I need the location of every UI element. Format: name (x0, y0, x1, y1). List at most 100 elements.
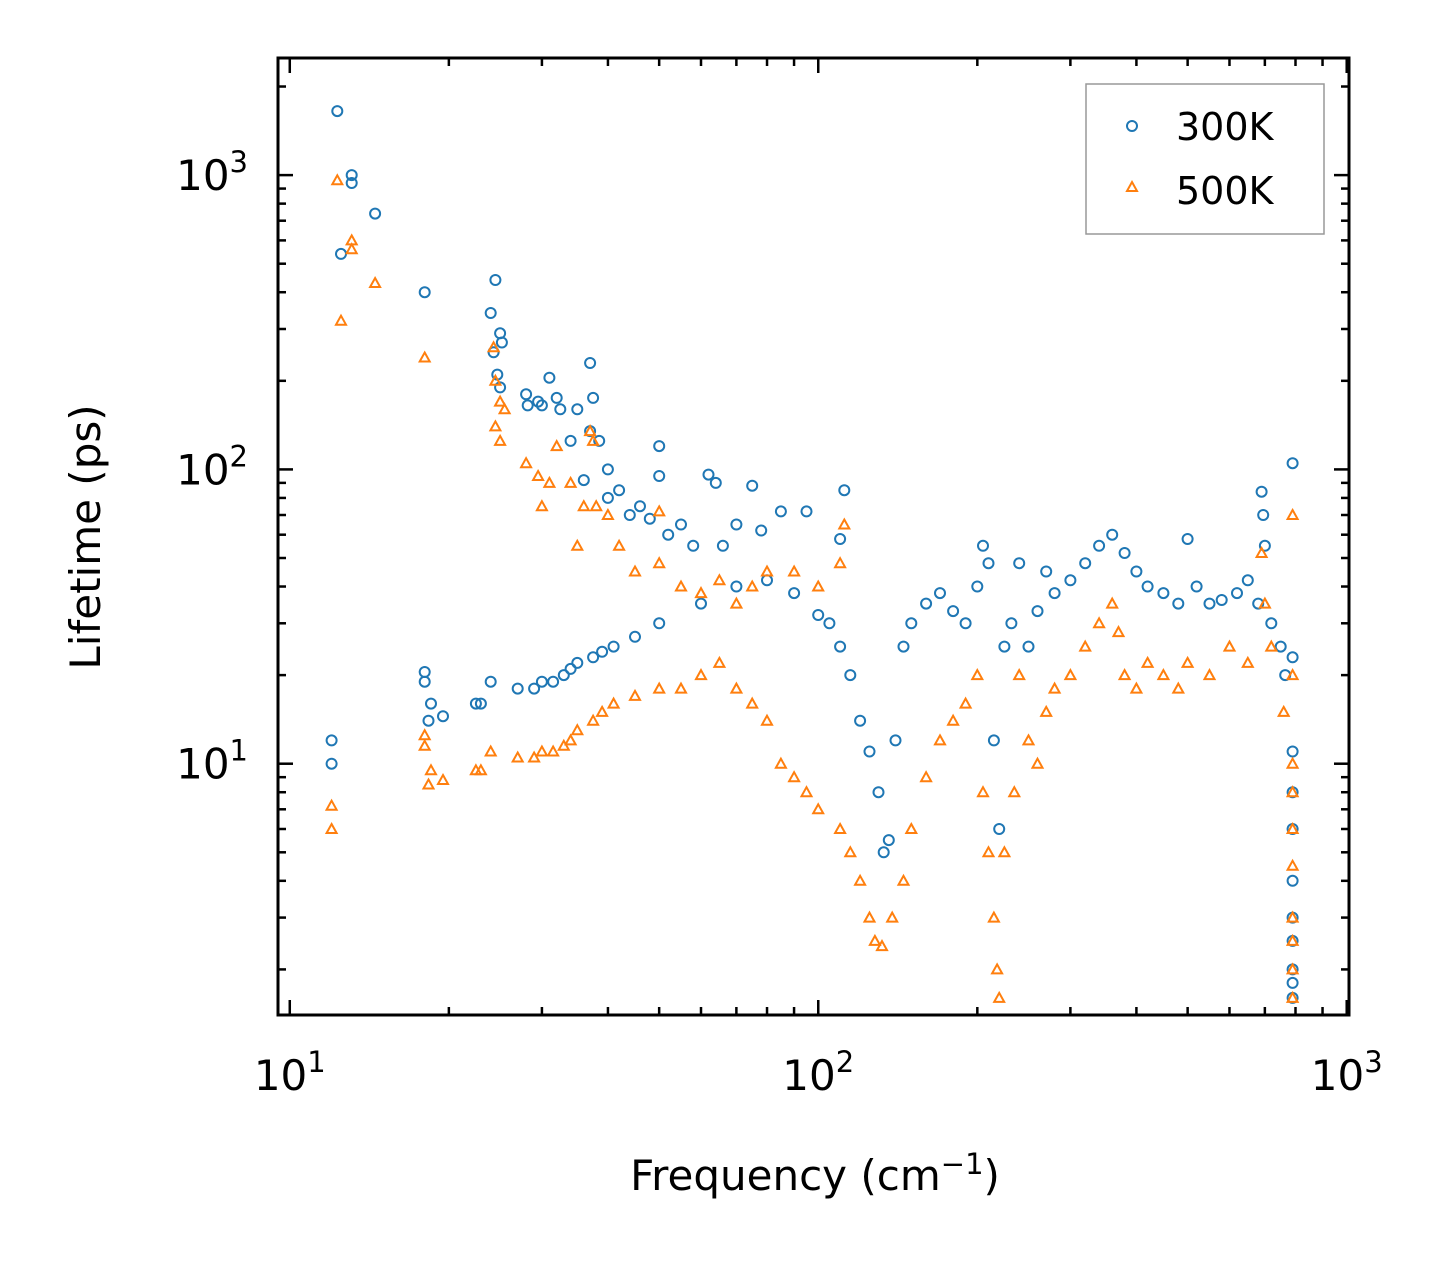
data-point-300k (331, 105, 344, 118)
data-point-300k (653, 440, 666, 453)
series-300k (325, 105, 1299, 1004)
data-point-500k (368, 275, 382, 288)
data-point-300k (834, 533, 847, 545)
legend: 300K 500K (1085, 83, 1325, 235)
data-point-300k (1257, 509, 1270, 521)
data-point-500k (745, 579, 759, 592)
plot-points (324, 105, 1300, 1004)
data-point-300k (1286, 874, 1299, 887)
data-point-300k (730, 580, 743, 593)
data-point-300k (838, 484, 851, 497)
data-point-300k (607, 640, 620, 653)
data-point-300k (1255, 485, 1268, 498)
data-point-500k (1180, 655, 1195, 668)
data-point-300k (947, 605, 960, 618)
data-point-500k (976, 785, 990, 798)
data-point-300k (1203, 597, 1216, 610)
data-point-300k (577, 474, 590, 487)
data-point-500k (799, 785, 814, 798)
data-point-500k (729, 681, 744, 694)
data-point-300k (601, 491, 614, 504)
data-point-500k (674, 681, 688, 694)
data-point-300k (905, 617, 918, 630)
data-point-500k (674, 579, 688, 592)
data-point-500k (729, 596, 744, 609)
data-point-500k (1111, 625, 1126, 638)
data-point-500k (862, 910, 877, 923)
data-point-300k (425, 697, 437, 710)
data-point-300k (643, 512, 656, 525)
data-point-500k (586, 713, 600, 726)
data-point-500k (1030, 756, 1045, 769)
data-point-500k (535, 744, 549, 757)
data-point-500k (875, 939, 889, 952)
data-point-300k (623, 509, 636, 521)
data-point-500k (324, 821, 339, 834)
data-point-300k (422, 714, 435, 727)
data-point-500k (694, 668, 708, 681)
data-point-500k (990, 962, 1004, 975)
data-point-300k (1265, 617, 1278, 630)
data-point-500k (334, 313, 348, 326)
data-point-500k (760, 713, 774, 726)
data-point-300k (1141, 580, 1154, 593)
data-point-500k (652, 681, 666, 694)
data-point-300k (571, 656, 584, 669)
data-point-500k (1063, 668, 1078, 681)
data-point-500k (896, 873, 911, 886)
data-point-500k (418, 350, 432, 363)
data-point-300k (1231, 587, 1243, 600)
data-point-300k (550, 391, 563, 404)
data-point-300k (1064, 574, 1077, 587)
data-point-500k (519, 456, 533, 469)
data-point-300k (675, 518, 687, 531)
data-point-500k (531, 468, 545, 481)
data-point-300k (596, 645, 609, 658)
data-point-300k (484, 307, 497, 319)
data-point-300k (489, 274, 502, 286)
data-point-500k (601, 507, 615, 520)
data-point-500k (612, 538, 626, 551)
data-point-300k (687, 539, 700, 552)
axis-ticks: 101 102 103 101 102 103 (176, 58, 1383, 1100)
data-point-500k (474, 763, 488, 776)
data-point-300k (788, 587, 801, 600)
data-point-300k (934, 587, 946, 600)
data-point-300k (613, 484, 626, 497)
data-point-300k (882, 834, 895, 847)
legend-marker-500k (1125, 179, 1139, 192)
data-point-500k (981, 845, 996, 858)
data-point-500k (628, 688, 642, 701)
data-point-500k (946, 713, 960, 726)
data-point-500k (570, 723, 584, 736)
data-point-500k (418, 738, 432, 751)
data-point-500k (1285, 785, 1300, 798)
data-point-300k (1130, 565, 1143, 578)
data-point-500k (1092, 616, 1106, 629)
data-point-300k (469, 697, 482, 710)
data-point-300k (1118, 547, 1131, 559)
legend-label-500k: 500K (1176, 169, 1275, 213)
data-point-500k (1021, 733, 1036, 746)
data-point-500k (1156, 668, 1171, 681)
y-tick-label: 103 (176, 145, 248, 200)
y-tick-label: 102 (176, 439, 248, 494)
data-point-300k (993, 823, 1006, 835)
data-point-300k (584, 357, 597, 369)
data-point-500k (1117, 668, 1132, 681)
data-point-300k (543, 371, 556, 384)
data-point-300k (601, 463, 614, 476)
data-point-300k (702, 468, 715, 481)
data-point-300k (629, 630, 641, 643)
data-point-500k (595, 704, 609, 717)
data-point-300k (877, 846, 890, 859)
data-point-500k (488, 373, 503, 386)
data-point-500k (546, 744, 560, 757)
x-tick-label: 102 (782, 1045, 854, 1100)
data-point-300k (920, 597, 933, 610)
data-point-500k (992, 990, 1006, 1003)
data-point-300k (1079, 557, 1092, 570)
data-point-300k (897, 640, 910, 653)
data-point-300k (1286, 651, 1299, 664)
data-point-500k (1202, 668, 1217, 681)
